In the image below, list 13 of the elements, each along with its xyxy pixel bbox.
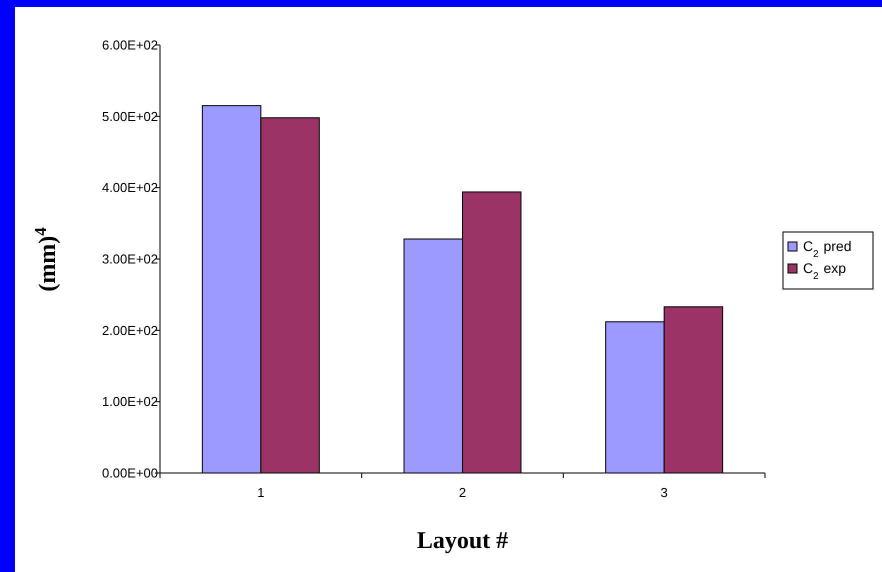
legend-label: C$_{2}$ exp (803, 260, 846, 282)
x-axis-title: Layout # (416, 528, 508, 554)
x-tick-label: 3 (660, 485, 668, 500)
x-tick-label: 1 (257, 485, 264, 500)
y-tick-label: 4.00E+02 (102, 180, 158, 196)
y-tick-label: 1.00E+02 (102, 394, 158, 410)
y-tick-label: 6.00E+02 (102, 38, 158, 53)
y-tick-label: 0.00E+00 (102, 466, 158, 481)
y-tick-label: 5.00E+02 (102, 108, 158, 124)
x-tick-label: 2 (458, 485, 466, 500)
y-tick-label: 2.00E+02 (102, 322, 158, 338)
y-tick-label: 3.00E+02 (102, 252, 158, 267)
legend-label: C$_{2}$ pred (803, 238, 852, 260)
